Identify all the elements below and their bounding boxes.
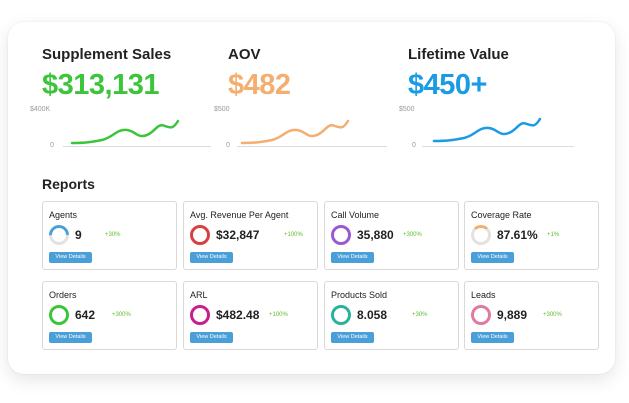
view-details-button[interactable]: View Details <box>190 332 233 343</box>
card-title: Agents <box>49 210 78 220</box>
sparkline-aov <box>240 119 350 145</box>
card-delta: +30% <box>105 232 121 238</box>
metric-title: Lifetime Value <box>408 46 509 63</box>
view-details-button[interactable]: View Details <box>190 252 233 263</box>
metric-value: $450+ <box>408 69 487 101</box>
metric-lifetime-value: Lifetime Value $450+ <box>408 46 509 102</box>
axis-baseline <box>63 146 211 147</box>
card-title: Leads <box>471 290 496 300</box>
reports-heading: Reports <box>42 176 95 192</box>
card-delta: +300% <box>112 312 131 318</box>
axis-baseline <box>422 146 574 147</box>
card-title: Avg. Revenue Per Agent <box>190 210 289 220</box>
axis-baseline <box>237 146 387 147</box>
view-details-button[interactable]: View Details <box>49 252 92 263</box>
sparkline-lifetime-value <box>432 117 542 143</box>
report-card-orders: Orders 642 +300% View Details <box>42 281 177 350</box>
metric-title: Supplement Sales <box>42 46 172 63</box>
report-card-arl: ARL $482.48 +100% View Details <box>183 281 318 350</box>
card-delta: +1% <box>547 232 560 238</box>
view-details-button[interactable]: View Details <box>331 332 374 343</box>
view-details-button[interactable]: View Details <box>331 252 374 263</box>
card-delta: +100% <box>284 232 303 238</box>
card-value: 9,889 <box>497 308 528 322</box>
card-title: Call Volume <box>331 210 380 220</box>
metric-value: $482 <box>228 69 291 101</box>
view-details-button[interactable]: View Details <box>49 332 92 343</box>
report-card-products-sold: Products Sold 8.058 +30% View Details <box>324 281 459 350</box>
sparkline-supplement-sales <box>70 119 180 145</box>
metric-aov: AOV $482 <box>228 46 291 102</box>
progress-ring-icon <box>331 305 351 325</box>
card-delta: +300% <box>403 232 422 238</box>
card-title: Products Sold <box>331 290 388 300</box>
progress-ring-icon <box>44 220 74 250</box>
dashboard-panel: Supplement Sales $313,131 $400K 0 AOV $4… <box>8 22 615 374</box>
progress-ring-icon <box>49 305 69 325</box>
card-value: 8.058 <box>357 308 388 322</box>
report-card-leads: Leads 9,889 +300% View Details <box>464 281 599 350</box>
metric-value: $313,131 <box>42 69 159 101</box>
report-card-avg-revenue-per-agent: Avg. Revenue Per Agent $32,847 +100% Vie… <box>183 201 318 270</box>
view-details-button[interactable]: View Details <box>471 252 514 263</box>
progress-ring-icon <box>190 225 210 245</box>
card-title: Orders <box>49 290 77 300</box>
card-title: Coverage Rate <box>471 210 532 220</box>
axis-top-label: $400K <box>30 106 51 113</box>
progress-ring-icon <box>331 225 351 245</box>
report-card-agents: Agents 9 +30% View Details <box>42 201 177 270</box>
card-value: 642 <box>75 308 96 322</box>
card-value: 9 <box>75 228 82 242</box>
metric-title: AOV <box>228 46 261 63</box>
view-details-button[interactable]: View Details <box>471 332 514 343</box>
axis-zero-label: 0 <box>412 142 416 149</box>
card-delta: +100% <box>269 312 288 318</box>
report-card-call-volume: Call Volume 35,880 +300% View Details <box>324 201 459 270</box>
card-title: ARL <box>190 290 208 300</box>
progress-ring-icon <box>190 305 210 325</box>
card-delta: +300% <box>543 312 562 318</box>
card-value: $32,847 <box>216 228 260 242</box>
card-value: $482.48 <box>216 308 260 322</box>
axis-top-label: $500 <box>399 106 415 113</box>
progress-ring-icon <box>471 225 491 245</box>
progress-ring-icon <box>471 305 491 325</box>
card-value: 87.61% <box>497 228 538 242</box>
axis-zero-label: 0 <box>50 142 54 149</box>
axis-top-label: $500 <box>214 106 230 113</box>
axis-zero-label: 0 <box>226 142 230 149</box>
metric-supplement-sales: Supplement Sales $313,131 <box>42 46 171 102</box>
card-value: 35,880 <box>357 228 394 242</box>
card-delta: +30% <box>412 312 428 318</box>
report-card-coverage-rate: Coverage Rate 87.61% +1% View Details <box>464 201 599 270</box>
